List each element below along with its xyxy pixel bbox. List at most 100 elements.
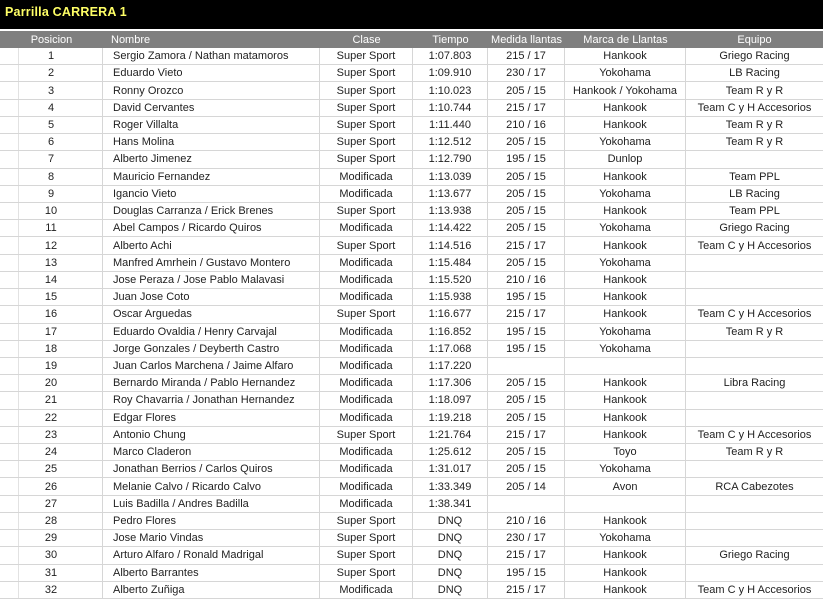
- cell-tiempo[interactable]: 1:12.790: [413, 151, 488, 168]
- cell-equipo[interactable]: Team PPL: [729, 205, 780, 218]
- cell-marca-llantas[interactable]: Hankook: [565, 116, 686, 134]
- cell-posicion[interactable]: 26: [0, 478, 103, 495]
- cell-nombre[interactable]: Sergio Zamora / Nathan matamoros: [103, 48, 320, 65]
- cell-tiempo[interactable]: 1:33.349: [413, 478, 488, 495]
- cell-posicion[interactable]: 28: [0, 512, 103, 530]
- cell-equipo[interactable]: [686, 410, 823, 426]
- cell-tiempo[interactable]: 1:07.803: [413, 48, 488, 65]
- cell-nombre[interactable]: Antonio Chung: [103, 426, 320, 444]
- cell-medida-llantas[interactable]: 205 / 15: [488, 82, 565, 99]
- cell-marca-llantas[interactable]: Yokohama: [565, 134, 686, 151]
- cell-clase[interactable]: Modificada: [320, 357, 413, 375]
- cell-posicion[interactable]: 7: [0, 151, 103, 168]
- cell-marca-llantas[interactable]: Hankook: [565, 237, 686, 254]
- cell-nombre[interactable]: Abel Campos / Ricardo Quiros: [103, 220, 320, 237]
- cell-equipo[interactable]: [686, 151, 823, 167]
- cell-medida-llantas[interactable]: 195 / 15: [488, 340, 565, 357]
- cell-marca-llantas[interactable]: Hankook / Yokohama: [565, 82, 686, 99]
- cell-medida-llantas[interactable]: 205 / 15: [488, 254, 565, 271]
- cell-equipo[interactable]: [686, 289, 823, 305]
- cell-marca-llantas[interactable]: Yokohama: [565, 530, 686, 547]
- cell-tiempo[interactable]: 1:18.097: [413, 392, 488, 409]
- cell-equipo[interactable]: [686, 272, 823, 288]
- cell-equipo[interactable]: [686, 565, 823, 581]
- cell-medida-llantas[interactable]: 205 / 15: [488, 392, 565, 409]
- cell-clase[interactable]: Super Sport: [320, 202, 413, 220]
- cell-posicion[interactable]: 15: [0, 289, 103, 306]
- cell-tiempo[interactable]: 1:25.612: [413, 444, 488, 461]
- cell-nombre[interactable]: Ronny Orozco: [103, 82, 320, 99]
- cell-nombre[interactable]: Alberto Jimenez: [103, 151, 320, 168]
- cell-tiempo[interactable]: 1:11.440: [413, 116, 488, 134]
- cell-marca-llantas[interactable]: [565, 357, 686, 375]
- cell-nombre[interactable]: Alberto Zuñiga: [103, 581, 320, 598]
- cell-equipo[interactable]: Team C y H Accesorios: [697, 428, 812, 441]
- cell-tiempo[interactable]: 1:13.677: [413, 185, 488, 202]
- cell-equipo[interactable]: Team R y R: [725, 84, 784, 97]
- cell-posicion[interactable]: 31: [0, 564, 103, 581]
- cell-medida-llantas[interactable]: 195 / 15: [488, 323, 565, 340]
- cell-nombre[interactable]: Juan Carlos Marchena / Jaime Alfaro: [103, 357, 320, 375]
- cell-medida-llantas[interactable]: 230 / 17: [488, 530, 565, 547]
- cell-equipo[interactable]: Griego Racing: [719, 222, 790, 235]
- cell-clase[interactable]: Super Sport: [320, 48, 413, 65]
- cell-equipo[interactable]: [686, 513, 823, 529]
- cell-nombre[interactable]: Roy Chavarria / Jonathan Hernandez: [103, 392, 320, 409]
- cell-clase[interactable]: Super Sport: [320, 547, 413, 564]
- cell-clase[interactable]: Modificada: [320, 271, 413, 289]
- cell-medida-llantas[interactable]: [488, 495, 565, 512]
- cell-tiempo[interactable]: 1:17.306: [413, 375, 488, 392]
- cell-medida-llantas[interactable]: 205 / 15: [488, 409, 565, 426]
- cell-marca-llantas[interactable]: Hankook: [565, 289, 686, 306]
- cell-clase[interactable]: Super Sport: [320, 134, 413, 151]
- cell-equipo[interactable]: Team C y H Accesorios: [697, 239, 812, 252]
- cell-equipo[interactable]: LB Racing: [729, 187, 780, 200]
- cell-medida-llantas[interactable]: [488, 357, 565, 375]
- cell-nombre[interactable]: Eduardo Ovaldia / Henry Carvajal: [103, 323, 320, 340]
- cell-posicion[interactable]: 5: [0, 116, 103, 134]
- cell-marca-llantas[interactable]: Toyo: [565, 444, 686, 461]
- cell-marca-llantas[interactable]: Hankook: [565, 564, 686, 581]
- cell-posicion[interactable]: 32: [0, 581, 103, 598]
- cell-nombre[interactable]: Juan Jose Coto: [103, 289, 320, 306]
- cell-clase[interactable]: Super Sport: [320, 151, 413, 168]
- cell-nombre[interactable]: Igancio Vieto: [103, 185, 320, 202]
- cell-nombre[interactable]: Oscar Arguedas: [103, 306, 320, 323]
- cell-clase[interactable]: Modificada: [320, 495, 413, 512]
- cell-tiempo[interactable]: DNQ: [413, 547, 488, 564]
- cell-clase[interactable]: Super Sport: [320, 82, 413, 99]
- cell-tiempo[interactable]: 1:17.068: [413, 340, 488, 357]
- cell-posicion[interactable]: 6: [0, 134, 103, 151]
- cell-clase[interactable]: Modificada: [320, 375, 413, 392]
- cell-tiempo[interactable]: 1:17.220: [413, 357, 488, 375]
- cell-tiempo[interactable]: 1:13.938: [413, 202, 488, 220]
- cell-marca-llantas[interactable]: Hankook: [565, 271, 686, 289]
- cell-marca-llantas[interactable]: Hankook: [565, 512, 686, 530]
- cell-marca-llantas[interactable]: Dunlop: [565, 151, 686, 168]
- cell-tiempo[interactable]: 1:21.764: [413, 426, 488, 444]
- cell-tiempo[interactable]: DNQ: [413, 564, 488, 581]
- cell-marca-llantas[interactable]: Yokohama: [565, 65, 686, 82]
- cell-posicion[interactable]: 19: [0, 357, 103, 375]
- cell-posicion[interactable]: 25: [0, 461, 103, 478]
- cell-tiempo[interactable]: 1:14.516: [413, 237, 488, 254]
- cell-nombre[interactable]: Mauricio Fernandez: [103, 168, 320, 185]
- cell-nombre[interactable]: Pedro Flores: [103, 512, 320, 530]
- cell-equipo[interactable]: Team R y R: [725, 325, 784, 338]
- cell-clase[interactable]: Modificada: [320, 220, 413, 237]
- cell-medida-llantas[interactable]: 215 / 17: [488, 99, 565, 116]
- cell-clase[interactable]: Modificada: [320, 478, 413, 495]
- cell-posicion[interactable]: 8: [0, 168, 103, 185]
- cell-marca-llantas[interactable]: Hankook: [565, 392, 686, 409]
- cell-medida-llantas[interactable]: 210 / 16: [488, 512, 565, 530]
- cell-medida-llantas[interactable]: 195 / 15: [488, 564, 565, 581]
- cell-equipo[interactable]: LB Racing: [729, 67, 780, 80]
- cell-marca-llantas[interactable]: Yokohama: [565, 254, 686, 271]
- cell-nombre[interactable]: Bernardo Miranda / Pablo Hernandez: [103, 375, 320, 392]
- cell-nombre[interactable]: Luis Badilla / Andres Badilla: [103, 495, 320, 512]
- cell-clase[interactable]: Super Sport: [320, 564, 413, 581]
- cell-posicion[interactable]: 9: [0, 185, 103, 202]
- cell-clase[interactable]: Modificada: [320, 409, 413, 426]
- cell-clase[interactable]: Super Sport: [320, 426, 413, 444]
- cell-equipo[interactable]: Team C y H Accesorios: [697, 583, 812, 596]
